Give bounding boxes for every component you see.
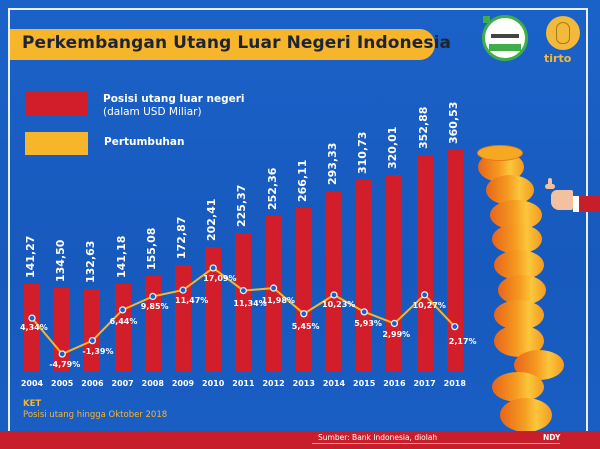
growth-value-label: 9,85% <box>140 302 169 312</box>
bar-2011 <box>235 232 252 372</box>
x-axis-label: 2005 <box>51 379 74 388</box>
growth-value-label: 10,27% <box>412 300 446 310</box>
legend-growth-swatch <box>25 132 88 155</box>
x-axis-label: 2014 <box>322 379 346 388</box>
footer-divider <box>312 443 560 444</box>
bar-2007 <box>114 284 131 372</box>
x-axis-label: 2009 <box>171 379 195 388</box>
x-axis-label: 2012 <box>262 379 285 388</box>
bar-2014 <box>326 191 342 372</box>
x-axis-label: 2011 <box>232 379 255 388</box>
growth-value-label: 2,99% <box>382 330 411 340</box>
bar-2010 <box>205 246 222 372</box>
bar-2017 <box>416 154 433 372</box>
bar-2018 <box>446 150 463 372</box>
footer-bar <box>0 431 600 449</box>
badge-band <box>489 44 521 51</box>
growth-value-label: 5,93% <box>354 318 382 328</box>
bar-2006 <box>84 289 101 372</box>
bar-2015 <box>356 180 373 372</box>
growth-value-label: 10,23% <box>322 299 356 309</box>
badge-corner-icon <box>483 16 490 23</box>
note-label: KET <box>23 399 42 409</box>
badge-text-line <box>491 34 519 38</box>
x-axis-label: 2017 <box>413 379 436 388</box>
growth-value-label: -4,79% <box>49 360 81 369</box>
x-axis-label: 2010 <box>202 379 225 388</box>
growth-value-label: 2,17% <box>448 336 477 346</box>
growth-value-label: 11,34% <box>233 298 267 308</box>
author-initials: NDY <box>543 433 561 442</box>
tirto-face-icon <box>556 22 570 44</box>
tirto-logo-icon <box>546 16 580 50</box>
sleeve-illustration <box>573 196 600 212</box>
tirto-logo-text: tirto <box>544 52 572 65</box>
x-axis-label: 2013 <box>292 379 315 388</box>
growth-value-label: 6,44% <box>109 316 138 326</box>
legend-growth-label: Pertumbuhan <box>104 136 185 148</box>
growth-value-label: 5,45% <box>291 321 320 331</box>
x-axis-label: 2007 <box>111 379 134 388</box>
growth-value-label: 17,09% <box>203 274 237 283</box>
x-axis-label: 2008 <box>141 379 164 388</box>
x-axis-label: 2016 <box>383 379 406 388</box>
x-axis-label: 2018 <box>443 379 466 388</box>
hand-illustration <box>551 190 573 210</box>
growth-value-label: 11,47% <box>175 296 209 306</box>
legend-debt-label: Posisi utang luar negeri (dalam USD Mili… <box>103 93 245 119</box>
bar-2005 <box>54 288 71 372</box>
x-axis-label: 2006 <box>81 379 104 388</box>
source-text: Sumber: Bank Indonesia, diolah <box>318 433 438 442</box>
note-text: Posisi utang hingga Oktober 2018 <box>23 410 168 420</box>
legend-debt-unit: (dalam USD Miliar) <box>103 106 202 118</box>
x-axis-label: 2004 <box>20 379 44 388</box>
bar-2004 <box>24 284 40 372</box>
bar-2013 <box>295 207 312 372</box>
growth-value-label: 4,34% <box>20 323 48 333</box>
verified-badge-logo <box>482 15 528 61</box>
bar-2008 <box>144 275 161 372</box>
legend-debt-swatch <box>25 92 88 115</box>
finger-illustration-2 <box>548 178 552 188</box>
bar-2012 <box>265 216 282 372</box>
title-banner <box>10 29 435 60</box>
legend-debt-title: Posisi utang luar negeri <box>103 93 245 105</box>
x-axis-label: 2015 <box>353 379 376 388</box>
growth-value-label: 11,98% <box>261 296 295 306</box>
chart-title: Perkembangan Utang Luar Negeri Indonesia <box>22 33 452 53</box>
growth-value-label: -1,39% <box>82 346 114 356</box>
